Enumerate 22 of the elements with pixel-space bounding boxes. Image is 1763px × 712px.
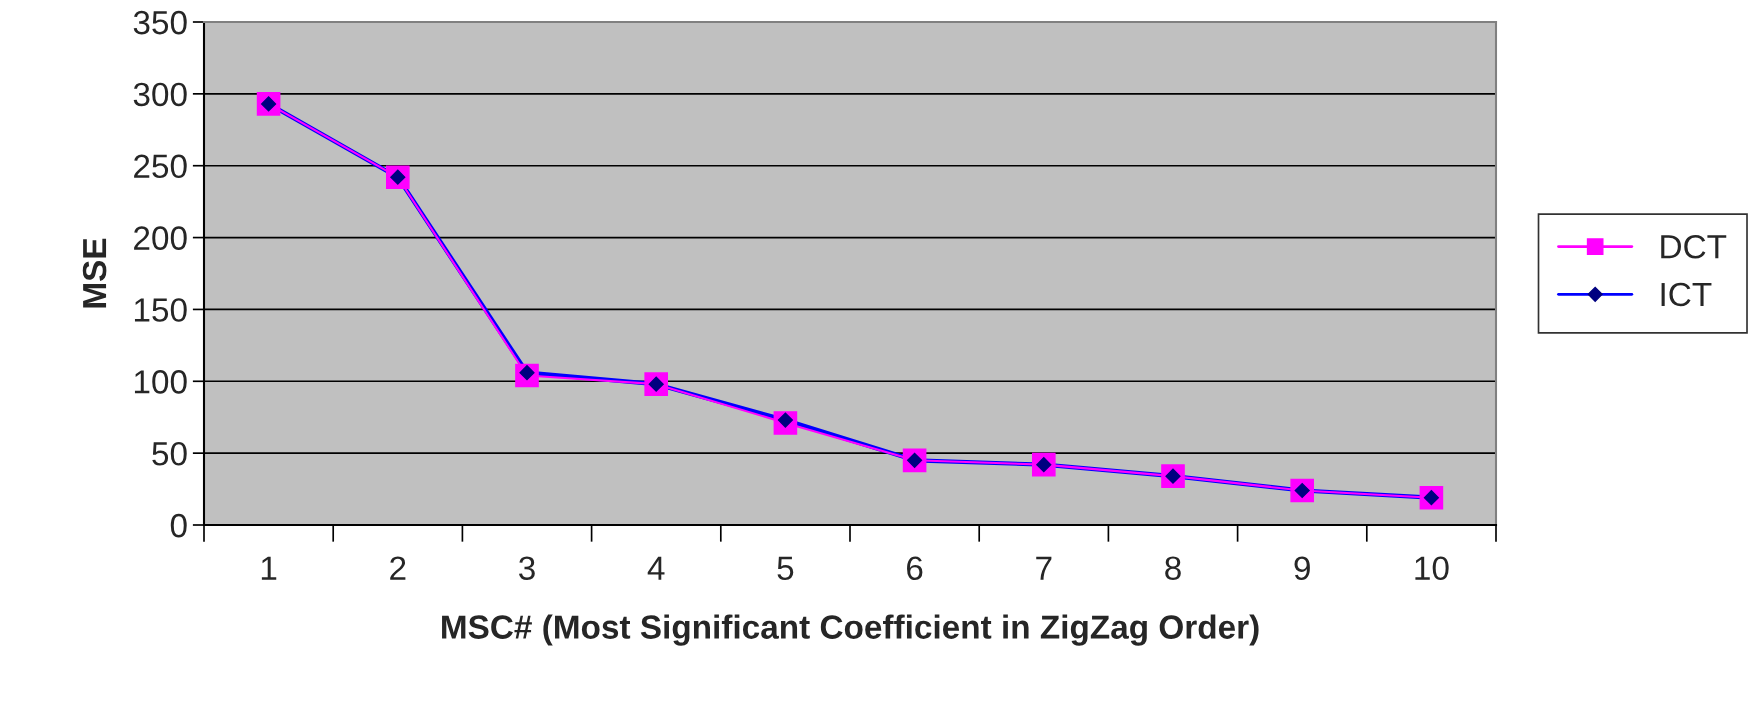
x-tick-label: 9 [1294,556,1310,581]
y-tick-label: 250 [134,154,187,179]
x-tick-label: 1 [261,556,277,580]
y-tick-label: 50 [152,441,187,466]
y-tick-label: 100 [134,370,187,394]
x-axis-title: MSC# (Most Significant Coefficient in ZigZag Order) [442,614,1259,646]
x-tick-label: 4 [647,556,665,580]
y-axis-title: MSE [82,238,107,308]
x-tick-label: 3 [519,556,535,581]
x-tick-label: 5 [777,556,794,581]
y-tick-label: 200 [134,226,187,250]
x-tick-label: 10 [1415,556,1449,581]
x-tick-label: 2 [390,556,406,580]
x-tick-label: 6 [907,556,923,581]
legend-label: DCT [1661,234,1727,259]
y-tick-label: 150 [134,298,187,322]
x-tick-label: 8 [1165,556,1181,581]
y-tick-label: 350 [133,10,187,35]
y-tick-label: 300 [133,82,187,107]
legend-label: ICT [1661,282,1712,307]
y-tick-label: 0 [170,513,187,538]
x-tick-label: 7 [1036,556,1052,580]
